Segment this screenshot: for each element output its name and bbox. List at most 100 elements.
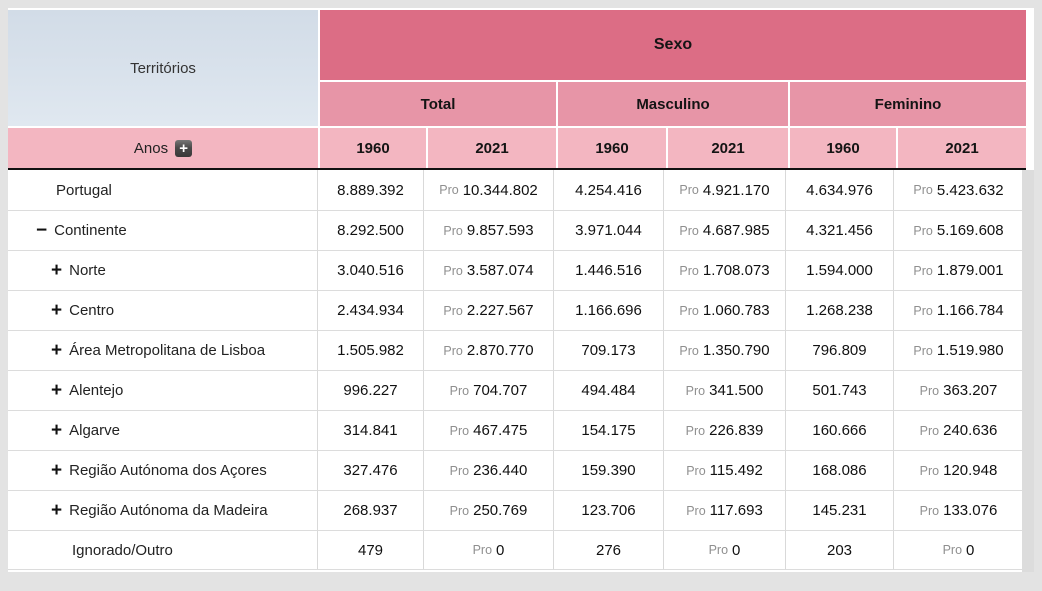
value-cell: 159.390 [554,450,664,490]
pro-flag: Pro [685,423,706,438]
group-header-total: Total [320,82,556,126]
year-header-feminino-2021: 2021 [896,128,1026,168]
territory-label: Algarve [69,422,120,439]
territory-cell: Portugal [8,170,318,210]
expand-plus-icon[interactable]: + [51,260,63,281]
value-number: 2.870.770 [466,342,534,359]
pro-flag: Pro [679,223,699,238]
pro-flag: Pro [685,383,706,398]
pro-flag: Pro [686,503,706,518]
value-number: 796.809 [812,342,867,359]
value-cell: 203 [786,530,894,570]
year-label: 1960 [595,139,629,157]
territory-cell: Ignorado/Outro [8,530,318,570]
value-cell: 1.166.696 [554,290,664,330]
value-number: 0 [496,541,505,559]
value-number: 120.948 [943,462,998,479]
year-header-row: 1960 2021 1960 2021 1960 2021 [320,126,1026,168]
value-cell: Pro 0 [424,530,554,570]
territory-label: Alentejo [69,382,124,399]
territory-cell: + Centro [8,290,318,330]
value-cell: Pro 9.857.593 [424,210,554,250]
value-number: 704.707 [473,382,528,399]
value-cell: 268.937 [318,490,424,530]
pro-flag: Pro [919,383,940,398]
value-number: 276 [595,541,622,559]
value-cell: Pro 10.344.802 [424,170,554,210]
value-number: 4.634.976 [806,181,873,199]
value-cell: 160.666 [786,410,894,450]
value-cell: 8.292.500 [318,210,424,250]
year-header-total-1960: 1960 [320,128,426,168]
value-number: 341.500 [709,382,764,399]
value-number: 268.937 [343,502,398,519]
value-cell: Pro 5.423.632 [894,170,1024,210]
value-number: 1.268.238 [806,302,873,319]
pro-flag: Pro [443,343,463,358]
collapse-minus-icon[interactable]: − [36,220,48,241]
value-number: 133.076 [943,502,998,519]
value-cell: 1.446.516 [554,250,664,290]
territory-label: Portugal [56,181,112,199]
expand-plus-icon[interactable]: + [51,460,63,481]
value-cell: 479 [318,530,424,570]
territory-cell: + Alentejo [8,370,318,410]
value-cell: 996.227 [318,370,424,410]
value-number: 1.166.784 [936,302,1004,319]
pro-flag: Pro [449,423,470,438]
value-cell: 123.706 [554,490,664,530]
year-label: 2021 [475,139,509,157]
value-number: 314.841 [343,422,398,439]
vertical-scrollbar-track[interactable] [1022,170,1034,572]
value-number: 1.350.790 [702,342,770,359]
expand-plus-icon[interactable]: + [51,420,63,441]
value-cell: 4.321.456 [786,210,894,250]
expand-plus-icon[interactable]: + [51,340,63,361]
value-cell: 276 [554,530,664,570]
value-cell: 327.476 [318,450,424,490]
table-row: + Região Autónoma dos Açores 327.476 Pro… [8,450,1026,490]
year-label: 2021 [711,139,745,157]
value-number: 250.769 [473,502,528,519]
value-cell: Pro 467.475 [424,410,554,450]
value-number: 123.706 [581,502,636,519]
value-cell: 3.971.044 [554,210,664,250]
territory-cell: + Área Metropolitana de Lisboa [8,330,318,370]
value-number: 1.708.073 [702,262,770,279]
pro-flag: Pro [913,343,933,358]
pro-flag: Pro [919,423,940,438]
territory-cell: + Região Autónoma da Madeira [8,490,318,530]
expand-plus-icon[interactable]: + [51,500,63,521]
value-cell: 154.175 [554,410,664,450]
territories-header-cell: Territórios [8,10,318,126]
value-cell: 2.434.934 [318,290,424,330]
value-number: 1.060.783 [702,302,770,319]
expand-plus-icon[interactable]: + [51,380,63,401]
value-cell: Pro 240.636 [894,410,1024,450]
pro-flag: Pro [449,383,470,398]
pro-flag: Pro [913,183,933,197]
value-cell: 1.505.982 [318,330,424,370]
value-number: 115.492 [709,462,763,479]
territory-label: Norte [69,262,106,279]
value-cell: 501.743 [786,370,894,410]
table-row: + Algarve 314.841 Pro 467.475 154.175 Pro… [8,410,1026,450]
value-number: 0 [732,541,741,559]
table-body: Portugal 8.889.392 Pro 10.344.802 4.254.4… [8,170,1034,570]
value-number: 3.040.516 [337,262,404,279]
anos-expand-plus-icon[interactable]: + [175,139,193,157]
expand-plus-icon[interactable]: + [51,300,63,321]
value-number: 2.227.567 [466,302,534,319]
value-number: 10.344.802 [462,181,538,199]
value-cell: Pro 1.166.784 [894,290,1024,330]
year-header-masculino-2021: 2021 [666,128,788,168]
value-number: 226.839 [709,422,764,439]
value-number: 501.743 [812,382,867,399]
value-number: 479 [357,541,384,559]
value-cell: Pro 3.587.074 [424,250,554,290]
table-row: Ignorado/Outro 479 Pro 0 276 Pro 0 203 Pro… [8,530,1026,570]
pro-flag: Pro [443,263,463,278]
anos-header-cell: Anos + [8,128,318,168]
value-cell: 494.484 [554,370,664,410]
data-table-panel: Territórios Anos + Sexo Total Masculino … [8,8,1034,572]
